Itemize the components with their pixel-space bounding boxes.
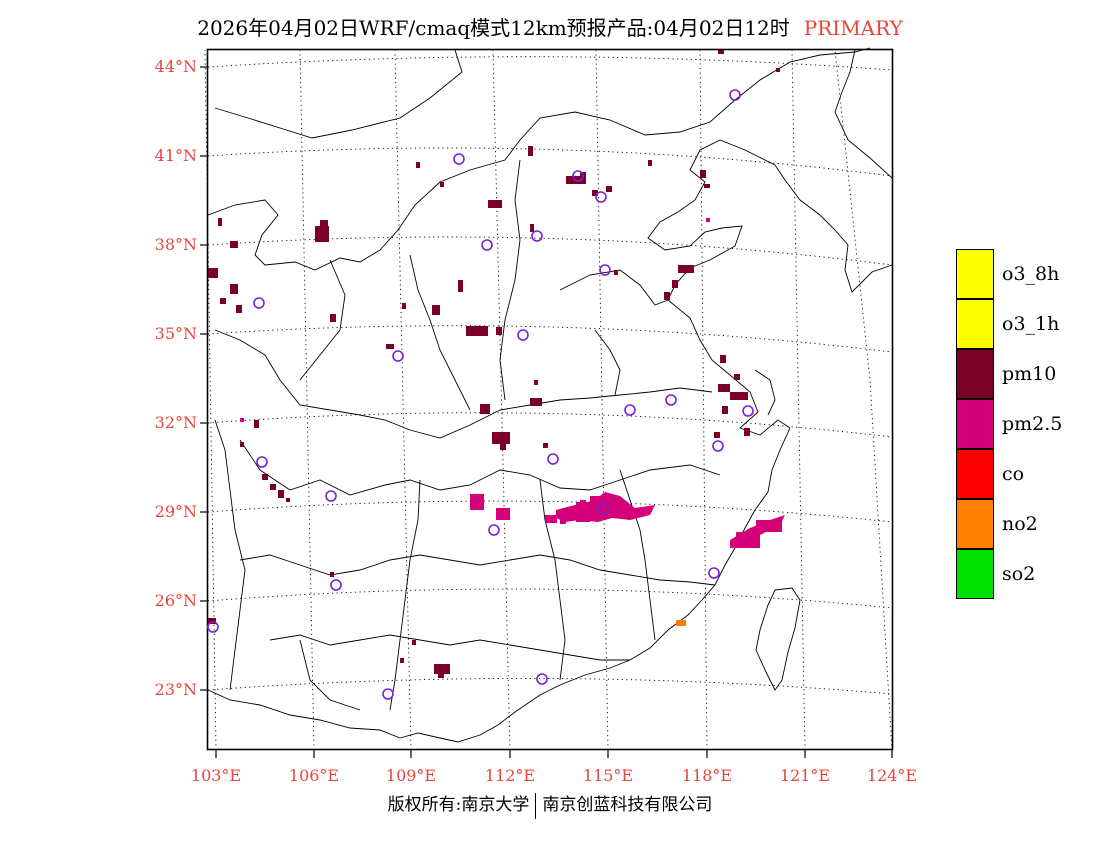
boundaries [207,47,893,743]
legend-label: pm10 [1002,363,1057,385]
lat-label-32n: 32°N [154,413,197,432]
lat-label-35n: 35°N [154,324,197,343]
pollution-cells [208,50,780,678]
lon-label-109e: 109°E [385,766,437,785]
legend-item-pm25: pm2.5 [956,399,1096,449]
map-frame [206,48,894,751]
lon-label-115e: 115°E [582,766,634,785]
legend-item-no2: no2 [956,499,1096,549]
lat-label-29n: 29°N [154,502,197,521]
lon-label-121e: 121°E [779,766,831,785]
legend-swatch [956,349,994,399]
lat-label-44n: 44°N [154,57,197,76]
legend-swatch [956,299,994,349]
legend-item-pm10: pm10 [956,349,1096,399]
pm25-cells [240,218,785,548]
copyright-owner: 版权所有:南京大学 [387,795,530,815]
copyright-footer: 版权所有:南京大学 南京创蓝科技有限公司 [0,790,1100,819]
legend-swatch [956,549,994,599]
lat-label-26n: 26°N [154,591,197,610]
axis-ticks [200,66,893,758]
copyright-company: 南京创蓝科技有限公司 [542,795,713,815]
legend-label: no2 [1002,513,1038,535]
pollutant-legend: o3_8h o3_1h pm10 pm2.5 co no2 so2 [956,249,1096,599]
legend-item-co: co [956,449,1096,499]
lon-label-106e: 106°E [288,766,340,785]
legend-label: so2 [1002,563,1036,585]
legend-swatch [956,249,994,299]
lon-label-118e: 118°E [681,766,733,785]
legend-swatch [956,449,994,499]
legend-label: co [1002,463,1025,485]
lon-label-124e: 124°E [866,766,918,785]
map-title: 2026年04月02日WRF/cmaq模式12km预报产品:04月02日12时 P… [0,12,1100,41]
legend-label: o3_8h [1002,263,1060,285]
no2-cell [676,620,686,626]
lat-label-23n: 23°N [154,680,197,699]
lon-label-112e: 112°E [484,766,536,785]
footer-separator [535,792,537,819]
primary-tag: PRIMARY [803,16,903,40]
legend-label: pm2.5 [1002,413,1063,435]
legend-item-o3-1h: o3_1h [956,299,1096,349]
lat-label-41n: 41°N [154,146,197,165]
title-text: 2026年04月02日WRF/cmaq模式12km预报产品:04月02日12时 [197,16,790,40]
legend-item-o3-8h: o3_8h [956,249,1096,299]
legend-swatch [956,399,994,449]
lat-label-38n: 38°N [154,235,197,254]
lon-label-103e: 103°E [190,766,242,785]
station-circles [207,89,754,700]
legend-item-so2: so2 [956,549,1096,599]
graticule [204,49,893,751]
legend-label: o3_1h [1002,313,1060,335]
legend-swatch [956,499,994,549]
